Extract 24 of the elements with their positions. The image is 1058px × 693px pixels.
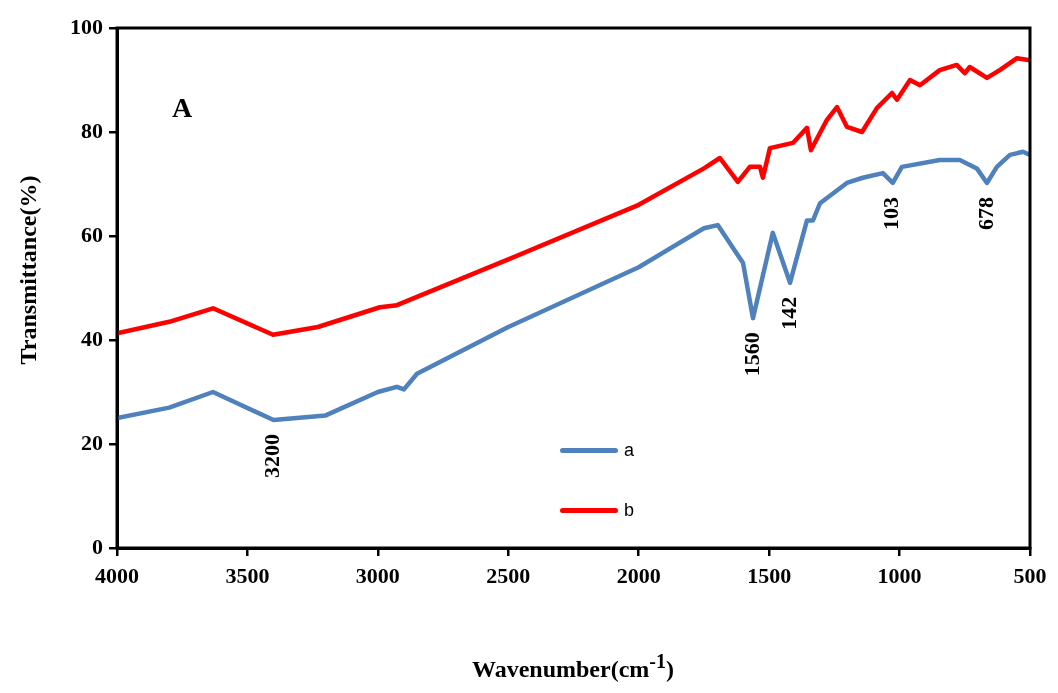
x-tick-label: 2000 — [616, 562, 661, 588]
y-axis-title: Transmittance(%) — [14, 175, 42, 365]
y-tick-label: 80 — [81, 117, 103, 143]
annotation: A — [172, 92, 193, 124]
x-tick-label: 3000 — [355, 562, 400, 588]
x-axis-title: Wavenumber(cm$^{-1}$) — [472, 650, 674, 683]
annotation: 103 — [878, 196, 904, 230]
x-tick-label: 4000 — [95, 562, 139, 588]
annotation: 678 — [972, 196, 998, 230]
y-tick-label: 20 — [81, 429, 103, 455]
y-tick-label: 40 — [81, 325, 103, 351]
annotation: 142 — [775, 296, 801, 330]
legend-label: a — [624, 439, 635, 461]
annotation: 1560 — [738, 332, 764, 377]
x-tick-label: 1500 — [747, 562, 792, 588]
legend-label: b — [624, 499, 635, 521]
x-tick-label: 3500 — [225, 562, 270, 588]
x-tick-label: 500 — [1013, 562, 1047, 588]
y-tick-label: 100 — [70, 13, 103, 39]
annotation: 3200 — [259, 434, 285, 479]
x-tick-label: 1000 — [877, 562, 922, 588]
y-tick-label: 0 — [92, 533, 103, 559]
x-tick-label: 2500 — [486, 562, 531, 588]
y-tick-label: 60 — [81, 221, 103, 247]
